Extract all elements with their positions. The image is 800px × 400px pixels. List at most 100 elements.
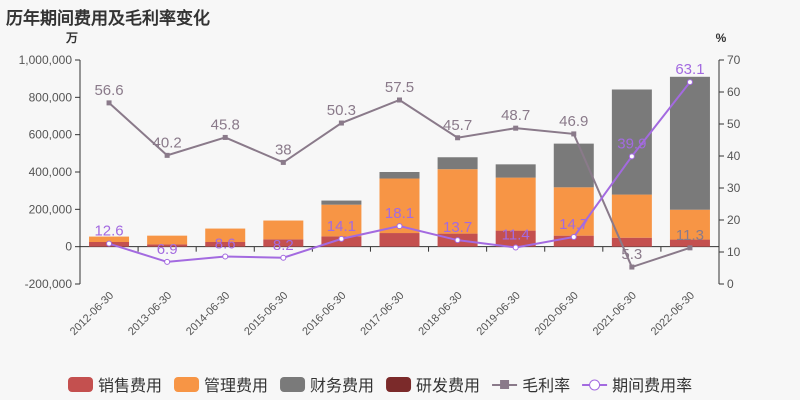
point-毛利率 xyxy=(571,131,577,137)
left-tick-label: 600,000 xyxy=(29,128,73,142)
point-毛利率 xyxy=(629,264,635,270)
bar-管理费用 xyxy=(263,220,304,240)
point-期间费用率 xyxy=(338,235,345,242)
left-tick-label: 800,000 xyxy=(29,90,73,104)
legend-label: 期间费用率 xyxy=(612,377,692,395)
data-label-期间费用率: 8.2 xyxy=(273,237,294,254)
right-tick-label: 40 xyxy=(727,149,741,163)
point-期间费用率 xyxy=(570,233,577,240)
x-tick-label: 2016-06-30 xyxy=(300,290,348,338)
right-tick-label: 60 xyxy=(727,85,741,99)
point-毛利率 xyxy=(106,100,112,106)
chart-title: 历年期间费用及毛利率变化 xyxy=(6,9,210,28)
right-tick-label: 10 xyxy=(727,245,741,259)
point-毛利率 xyxy=(513,125,519,131)
data-label-毛利率: 45.7 xyxy=(443,117,472,134)
data-label-毛利率: 38 xyxy=(275,141,292,158)
x-tick-label: 2015-06-30 xyxy=(242,290,290,338)
legend-swatch xyxy=(68,377,93,392)
bar-管理费用 xyxy=(321,204,362,237)
legend-swatch xyxy=(386,377,412,392)
x-tick-label: 2018-06-30 xyxy=(416,290,464,338)
bar-销售费用 xyxy=(263,239,304,247)
point-毛利率 xyxy=(338,120,344,126)
data-label-毛利率: 11.3 xyxy=(676,227,704,244)
left-tick-label: 1,000,000 xyxy=(19,53,73,67)
bar-管理费用 xyxy=(611,194,652,238)
bar-销售费用 xyxy=(495,230,536,247)
point-期间费用率 xyxy=(628,153,635,160)
data-label-毛利率: 40.2 xyxy=(153,134,182,151)
point-期间费用率 xyxy=(396,223,403,230)
data-label-毛利率: 5.3 xyxy=(621,246,642,263)
data-label-期间费用率: 18.1 xyxy=(385,205,414,222)
right-tick-label: 20 xyxy=(727,213,741,227)
bar-销售费用 xyxy=(379,233,420,247)
x-tick-label: 2012-06-30 xyxy=(68,290,116,338)
right-tick-label: 50 xyxy=(727,117,741,131)
x-tick-label: 2021-06-30 xyxy=(591,290,639,338)
bar-管理费用 xyxy=(147,235,188,245)
x-tick-label: 2017-06-30 xyxy=(358,290,406,338)
point-期间费用率 xyxy=(686,79,693,86)
data-label-毛利率: 48.7 xyxy=(501,107,530,124)
left-tick-label: -200,000 xyxy=(25,277,73,291)
bar-财务费用 xyxy=(321,200,362,205)
point-期间费用率 xyxy=(222,253,229,260)
bar-销售费用 xyxy=(669,239,710,247)
left-tick-label: 400,000 xyxy=(29,165,73,179)
left-tick-label: 200,000 xyxy=(29,202,73,216)
data-label-期间费用率: 14.7 xyxy=(559,216,588,233)
bar-管理费用 xyxy=(553,187,594,236)
right-tick-label: 70 xyxy=(727,53,741,67)
legend-label: 研发费用 xyxy=(416,377,480,395)
point-期间费用率 xyxy=(512,244,519,251)
bar-财务费用 xyxy=(437,157,478,170)
bar-销售费用 xyxy=(205,242,246,247)
bar-财务费用 xyxy=(495,164,536,178)
data-label-毛利率: 46.9 xyxy=(559,113,588,130)
bar-管理费用 xyxy=(89,236,130,242)
data-label-期间费用率: 63.1 xyxy=(675,61,704,78)
point-毛利率 xyxy=(280,159,286,165)
legend-label: 财务费用 xyxy=(310,377,374,395)
legend-label: 管理费用 xyxy=(204,377,268,395)
data-label-毛利率: 57.5 xyxy=(385,79,414,96)
bar-销售费用 xyxy=(553,235,594,247)
bar-管理费用 xyxy=(437,169,478,234)
bar-财务费用 xyxy=(379,172,420,179)
x-tick-label: 2014-06-30 xyxy=(184,290,232,338)
legend-marker-circle-icon xyxy=(589,379,601,391)
x-tick-label: 2020-06-30 xyxy=(533,290,581,338)
legend-label: 销售费用 xyxy=(98,377,162,395)
bar-管理费用 xyxy=(205,228,246,242)
right-axis-unit: % xyxy=(716,31,727,45)
right-tick-label: 0 xyxy=(727,277,734,291)
left-axis-unit: 万 xyxy=(65,31,78,45)
data-label-毛利率: 56.6 xyxy=(94,82,123,99)
x-tick-label: 2022-06-30 xyxy=(649,290,697,338)
point-期间费用率 xyxy=(454,237,461,244)
legend-label: 毛利率 xyxy=(522,377,570,395)
point-期间费用率 xyxy=(280,254,287,261)
data-label-期间费用率: 12.6 xyxy=(94,223,123,240)
left-tick-label: 0 xyxy=(65,240,72,254)
x-tick-label: 2013-06-30 xyxy=(126,290,174,338)
bar-财务费用 xyxy=(669,76,710,210)
data-label-毛利率: 50.3 xyxy=(327,102,356,119)
bar-管理费用 xyxy=(495,177,536,231)
data-label-期间费用率: 8.6 xyxy=(215,235,236,252)
bar-销售费用 xyxy=(611,237,652,247)
point-毛利率 xyxy=(397,97,402,103)
data-label-毛利率: 45.8 xyxy=(211,116,240,133)
legend-swatch xyxy=(174,377,200,392)
point-毛利率 xyxy=(455,135,461,141)
right-tick-label: 30 xyxy=(727,181,741,195)
data-label-期间费用率: 14.1 xyxy=(327,218,356,235)
point-期间费用率 xyxy=(106,240,113,247)
data-label-期间费用率: 6.9 xyxy=(157,241,178,258)
point-毛利率 xyxy=(687,245,693,251)
legend-swatch xyxy=(280,377,306,392)
